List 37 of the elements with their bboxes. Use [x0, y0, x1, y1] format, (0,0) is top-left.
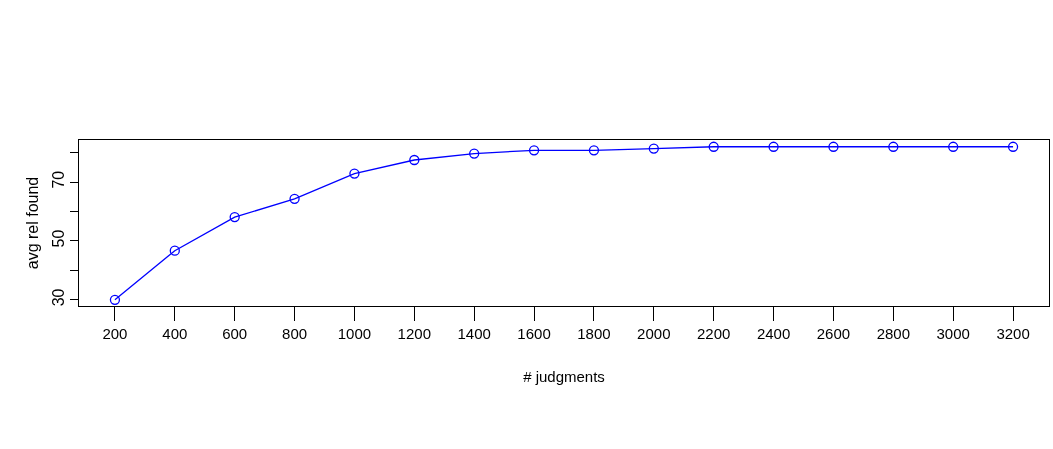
x-tick-label: 1600 — [517, 325, 551, 342]
x-tick-label: 2400 — [756, 325, 791, 342]
point — [768, 141, 779, 152]
point — [109, 294, 121, 305]
point — [469, 148, 480, 159]
x-tick-label: 1200 — [397, 325, 431, 342]
x-tick-label: 600 — [222, 325, 248, 342]
y-axis-title: avg rel found — [24, 176, 42, 270]
x-tick-label: 3000 — [936, 325, 970, 342]
point — [708, 141, 719, 152]
point — [229, 211, 240, 223]
x-tick-label: 400 — [162, 325, 188, 342]
y-tick-label: 30 — [49, 288, 67, 307]
x-tick-label: 3200 — [996, 325, 1030, 342]
point — [1007, 141, 1019, 152]
y-tick-label: 50 — [49, 229, 67, 248]
point — [948, 141, 959, 152]
point — [289, 193, 300, 205]
point — [888, 141, 899, 152]
x-tick-label: 2000 — [637, 325, 671, 342]
point — [169, 245, 180, 256]
x-tick-label: 2800 — [876, 325, 911, 342]
x-tick-label: 2600 — [816, 325, 851, 342]
point — [588, 145, 600, 156]
x-tick-label: 2200 — [697, 325, 731, 342]
point — [409, 154, 420, 166]
y-tick-label: 70 — [49, 170, 67, 189]
point — [349, 168, 360, 179]
x-tick-label: 1800 — [577, 325, 611, 342]
x-tick-label: 1400 — [457, 325, 491, 342]
x-tick-label: 200 — [102, 325, 128, 342]
x-tick-label: 1000 — [337, 325, 372, 342]
point — [828, 141, 839, 152]
point — [528, 145, 540, 156]
x-tick-label: 800 — [282, 325, 308, 342]
point — [648, 143, 659, 154]
x-axis-title: # judgments — [523, 368, 605, 385]
